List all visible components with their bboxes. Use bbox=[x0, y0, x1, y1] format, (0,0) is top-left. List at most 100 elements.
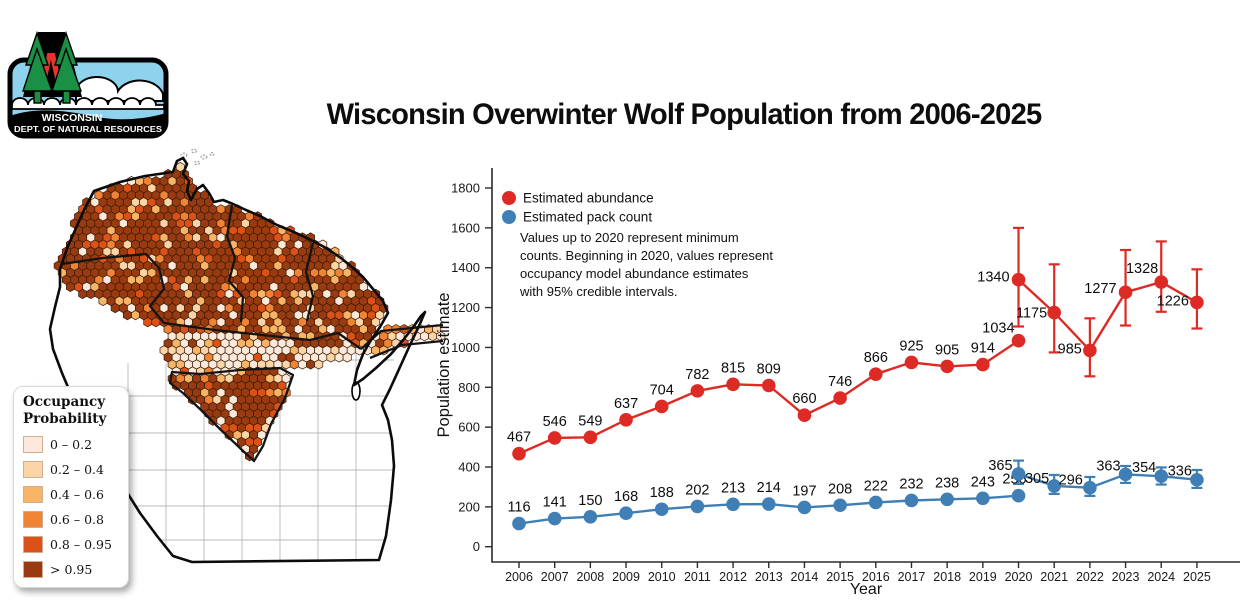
zone-boundary bbox=[225, 204, 245, 323]
data-point bbox=[726, 377, 740, 392]
y-tick-label: 0 bbox=[473, 539, 480, 554]
legend-item: 0.4 – 0.6 bbox=[23, 486, 120, 503]
x-tick-label: 2010 bbox=[648, 570, 676, 584]
zone-boundary bbox=[163, 321, 362, 350]
legend-label: 0.8 – 0.95 bbox=[50, 537, 112, 552]
data-point bbox=[761, 378, 776, 393]
occupancy-hex bbox=[98, 295, 108, 307]
data-label: 546 bbox=[543, 414, 567, 430]
data-label: 116 bbox=[507, 500, 530, 516]
island-outline bbox=[194, 160, 200, 166]
data-label: 637 bbox=[614, 396, 638, 412]
x-tick-label: 2014 bbox=[791, 570, 819, 584]
x-tick-label: 2006 bbox=[505, 570, 533, 584]
legend-swatch bbox=[23, 561, 43, 578]
occupancy-hex bbox=[334, 352, 344, 363]
data-point bbox=[904, 493, 919, 508]
data-label: 1226 bbox=[1157, 293, 1189, 309]
data-point bbox=[1118, 285, 1133, 300]
data-point bbox=[690, 499, 705, 514]
data-label: 925 bbox=[899, 338, 923, 354]
zone-boundary bbox=[61, 252, 166, 324]
x-tick-label: 2011 bbox=[684, 570, 711, 584]
occupancy-hex bbox=[65, 281, 75, 293]
occupancy-hex bbox=[306, 359, 315, 370]
data-label: 363 bbox=[1096, 458, 1120, 474]
note-line: Values up to 2020 represent minimum bbox=[520, 230, 739, 245]
y-tick-label: 200 bbox=[458, 499, 480, 514]
legend-label: 0.2 – 0.4 bbox=[50, 462, 104, 477]
legend-item: 0.2 – 0.4 bbox=[23, 461, 120, 478]
y-tick-label: 1600 bbox=[451, 220, 480, 235]
legend-label: 0.4 – 0.6 bbox=[50, 487, 104, 502]
y-tick-label: 1800 bbox=[451, 181, 480, 196]
data-label: 296 bbox=[1059, 473, 1083, 489]
occupancy-hex bbox=[314, 359, 324, 370]
island-outline bbox=[200, 154, 208, 160]
series-legend-label: Estimated abundance bbox=[523, 191, 654, 206]
data-point bbox=[1011, 333, 1026, 348]
data-label: 704 bbox=[650, 382, 674, 398]
occupancy-hex bbox=[110, 302, 120, 314]
data-label: 168 bbox=[614, 489, 638, 505]
data-point bbox=[797, 408, 812, 422]
logo-hill bbox=[10, 110, 166, 134]
data-label: 905 bbox=[935, 342, 959, 358]
data-label: 914 bbox=[971, 341, 995, 357]
abundance-series: 467 546 549 637 704 782 815 809 660 746 866 925 905 9… bbox=[507, 226, 1204, 461]
note-line: occupancy model abundance estimates bbox=[520, 266, 749, 281]
data-label: 660 bbox=[792, 391, 816, 407]
x-axis-title: Year bbox=[850, 581, 883, 598]
legend-label: > 0.95 bbox=[50, 562, 93, 577]
occupancy-hex bbox=[420, 331, 429, 342]
logo-org-line1: WISCONSIN bbox=[42, 112, 103, 124]
data-point bbox=[512, 516, 526, 531]
occupancy-hex bbox=[326, 352, 336, 363]
legend-swatch bbox=[23, 486, 43, 503]
data-label: 208 bbox=[828, 481, 852, 497]
data-point bbox=[1011, 467, 1026, 481]
legend-item: 0 – 0.2 bbox=[23, 436, 120, 453]
y-tick-label: 400 bbox=[458, 459, 480, 474]
y-tick-label: 1200 bbox=[451, 300, 480, 315]
x-tick-label: 2013 bbox=[755, 570, 783, 584]
x-tick-label: 2019 bbox=[969, 570, 997, 584]
series-legend-marker bbox=[502, 191, 516, 205]
data-label: 354 bbox=[1132, 460, 1156, 476]
data-point bbox=[547, 431, 562, 445]
data-point bbox=[976, 357, 990, 372]
y-tick-label: 1000 bbox=[451, 340, 480, 355]
data-point bbox=[654, 502, 669, 517]
data-point bbox=[1047, 305, 1061, 320]
legend-item: > 0.95 bbox=[23, 561, 120, 578]
data-label: 213 bbox=[721, 480, 745, 496]
data-point bbox=[1190, 295, 1204, 310]
data-point bbox=[1083, 343, 1097, 358]
data-label: 866 bbox=[864, 350, 888, 366]
zone-boundary bbox=[360, 323, 444, 350]
legend-swatch bbox=[23, 461, 43, 478]
y-tick-label: 600 bbox=[458, 420, 480, 435]
occupancy-legend-title: Occupancy Probability bbox=[23, 394, 107, 427]
series-line bbox=[1017, 278, 1198, 353]
occupancy-hex bbox=[342, 352, 352, 363]
data-point bbox=[940, 492, 954, 507]
x-tick-label: 2018 bbox=[933, 570, 961, 584]
data-point bbox=[797, 500, 812, 515]
data-label: 365 bbox=[988, 458, 1012, 474]
x-tick-label: 2021 bbox=[1040, 570, 1068, 584]
data-point bbox=[1011, 272, 1026, 287]
note-line: with 95% credible intervals. bbox=[519, 284, 678, 299]
occupancy-hex bbox=[143, 317, 153, 328]
data-label: 336 bbox=[1168, 464, 1192, 480]
data-point bbox=[583, 510, 598, 524]
data-label: 1175 bbox=[1016, 306, 1047, 322]
wisconsin-dnr-logo: WISCONSIN DEPT. OF NATURAL RESOURCES W bbox=[7, 30, 169, 139]
occupancy-legend: Occupancy Probability 0 – 0.2 0.2 – 0.4 0.… bbox=[13, 386, 129, 588]
x-tick-label: 2017 bbox=[898, 570, 926, 584]
data-point bbox=[1190, 472, 1204, 487]
series-legend-label: Estimated pack count bbox=[523, 210, 652, 225]
series-legend-marker bbox=[502, 210, 516, 224]
data-label: 782 bbox=[685, 367, 709, 383]
